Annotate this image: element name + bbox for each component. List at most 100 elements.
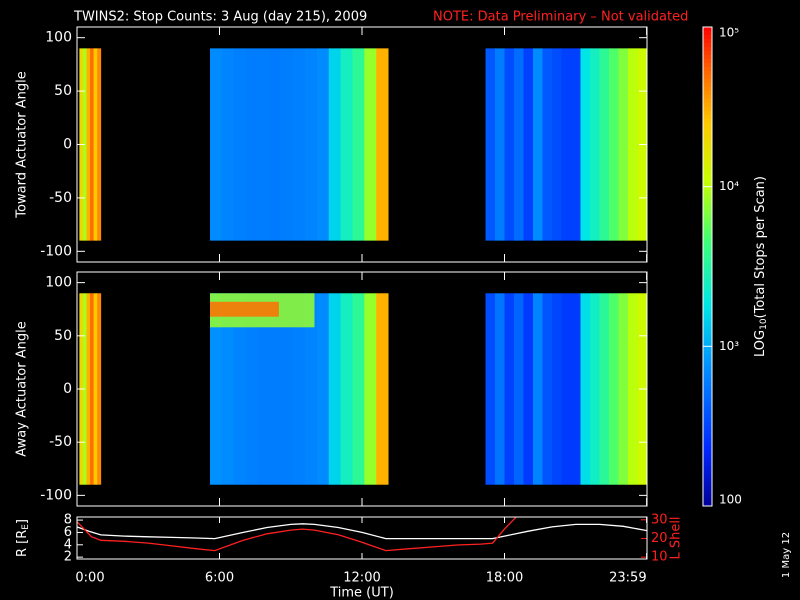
colorbar-swatch	[703, 330, 712, 335]
colorbar-swatch	[703, 98, 712, 104]
y2-tick-label: 30	[651, 512, 668, 527]
y-axis-label-part: R [R	[15, 530, 30, 557]
colorbar-swatch	[703, 214, 712, 220]
colorbar-swatch	[703, 478, 712, 483]
y-tick-label: 0	[63, 137, 72, 153]
y2-tick-label: 20	[651, 531, 668, 546]
colorbar-swatch	[703, 222, 712, 228]
x-tick-label: 12:00	[343, 571, 380, 586]
colorbar-swatch	[703, 350, 712, 355]
heat-cell	[485, 48, 496, 241]
colorbar-swatch	[703, 218, 712, 224]
colorbar-swatch	[703, 494, 712, 499]
y-tick-label: -50	[49, 434, 72, 450]
y-tick-label: 100	[45, 275, 72, 291]
heat-cell	[533, 293, 543, 485]
date-stamp: 1 May 12	[781, 532, 792, 578]
colorbar-swatch	[703, 426, 712, 431]
heat-cell	[609, 293, 619, 485]
colorbar-swatch	[703, 142, 712, 148]
colorbar-swatch	[703, 114, 712, 120]
heat-cell	[210, 48, 223, 241]
heat-cell	[293, 48, 306, 241]
heat-cell	[305, 48, 318, 241]
y-tick-label: 8	[64, 513, 72, 528]
heat-cell	[245, 48, 258, 241]
heat-cell	[523, 293, 534, 485]
heat-cell	[340, 48, 353, 241]
colorbar-swatch	[703, 90, 712, 96]
heat-cell	[628, 48, 638, 241]
colorbar-swatch	[703, 414, 712, 419]
colorbar-swatch	[703, 346, 712, 351]
colorbar-tick-label: 10⁵	[719, 26, 739, 40]
colorbar-swatch	[703, 74, 712, 80]
heat-cell	[376, 48, 389, 241]
colorbar-swatch	[703, 86, 712, 92]
colorbar-swatch	[703, 342, 712, 347]
colorbar-label-part: 10	[759, 318, 769, 330]
colorbar-swatch	[703, 94, 712, 100]
heat-cell	[504, 48, 515, 241]
heat-cell	[580, 293, 591, 485]
colorbar-label: LOG10(Total Stops per Scan)	[753, 176, 769, 357]
colorbar-swatch	[703, 34, 712, 40]
colorbar-label-part: LOG	[753, 330, 768, 357]
colorbar-swatch	[703, 294, 712, 299]
colorbar-swatch	[703, 470, 712, 475]
colorbar-swatch	[703, 434, 712, 439]
colorbar-swatch	[703, 378, 712, 383]
heat-cell	[523, 48, 534, 241]
x-tick-label: 23:59	[609, 571, 646, 586]
heat-cell	[495, 48, 505, 241]
heat-cell	[599, 293, 610, 485]
colorbar-swatch	[703, 46, 712, 52]
heat-band	[210, 301, 279, 317]
heat-cell	[281, 293, 294, 485]
heat-cell	[93, 293, 98, 485]
y-axis-label: R [RE]	[15, 519, 31, 557]
heat-cell	[590, 293, 600, 485]
colorbar-swatch	[703, 310, 712, 315]
heat-cell	[316, 293, 330, 485]
heat-cell	[257, 48, 270, 241]
colorbar-tick-label: 10⁴	[719, 179, 739, 193]
colorbar-swatch	[703, 234, 712, 240]
colorbar-swatch	[703, 194, 712, 200]
colorbar-swatch	[703, 266, 712, 271]
y-axis-label: Toward Actuator Angle	[15, 71, 30, 218]
colorbar-swatch	[703, 158, 712, 164]
colorbar-swatch	[703, 454, 712, 459]
colorbar-swatch	[703, 274, 712, 279]
line-series	[77, 523, 647, 540]
colorbar-swatch	[703, 498, 712, 503]
colorbar-swatch	[703, 394, 712, 399]
heat-cell	[340, 293, 353, 485]
colorbar-swatch	[703, 490, 712, 495]
heat-cell	[269, 48, 282, 241]
colorbar-swatch	[703, 406, 712, 411]
x-tick-label: 0:00	[75, 571, 104, 586]
y-tick-label: 4	[64, 537, 72, 552]
heat-cell	[580, 48, 591, 241]
colorbar-swatch	[703, 242, 712, 248]
y-axis-label-part: ]	[15, 519, 30, 524]
colorbar-swatch	[703, 298, 712, 303]
heat-cell	[328, 48, 342, 241]
colorbar-swatch	[703, 366, 712, 371]
heat-cell	[364, 293, 377, 485]
colorbar-swatch	[703, 326, 712, 331]
colorbar-swatch	[703, 446, 712, 451]
panel-frame	[76, 516, 648, 560]
colorbar-swatch	[703, 58, 712, 64]
colorbar-swatch	[703, 30, 712, 36]
colorbar-swatch	[703, 162, 712, 168]
colorbar-swatch	[703, 226, 712, 232]
colorbar-swatch	[703, 42, 712, 48]
heat-cell	[233, 48, 247, 241]
colorbar-swatch	[703, 306, 712, 311]
colorbar-swatch	[703, 474, 712, 479]
heat-cell	[609, 48, 619, 241]
heat-cell	[364, 48, 377, 241]
heat-cell	[542, 48, 553, 241]
